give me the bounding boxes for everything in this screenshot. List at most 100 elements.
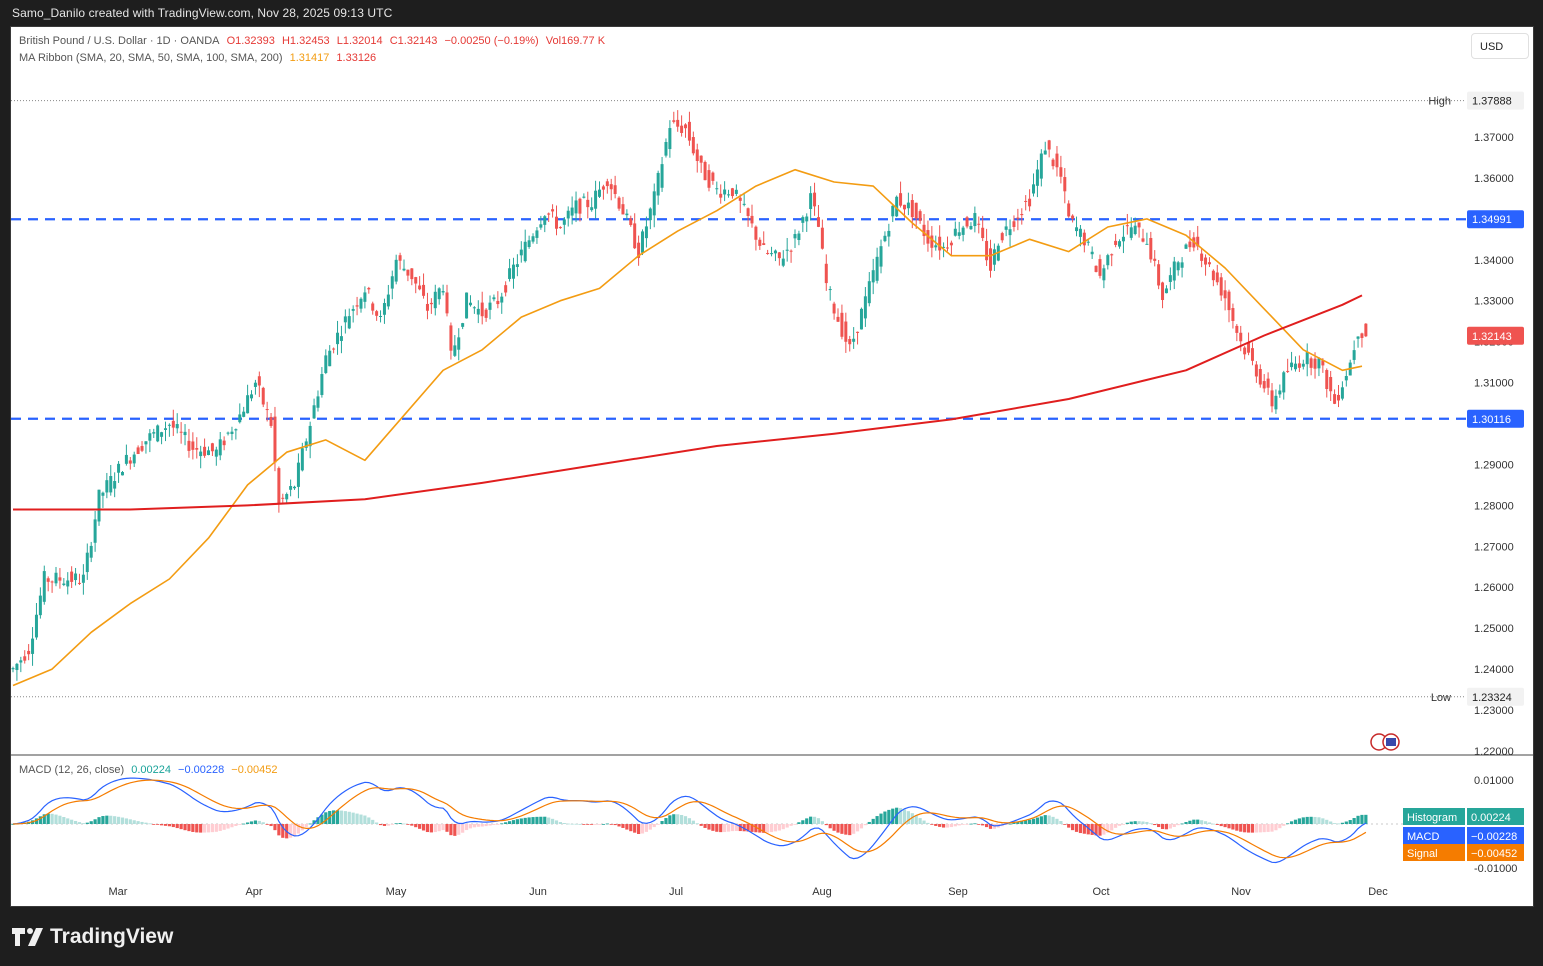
- candle-body: [1223, 290, 1227, 299]
- candle: [820, 219, 824, 250]
- candle: [27, 644, 31, 661]
- candle: [644, 216, 648, 248]
- candle: [641, 229, 645, 256]
- candle-body: [1032, 184, 1036, 194]
- candle: [433, 284, 437, 316]
- histogram-bar: [1282, 824, 1286, 826]
- candle-body: [985, 240, 989, 261]
- candle: [1219, 273, 1223, 301]
- candle: [1231, 303, 1235, 329]
- candle: [1278, 384, 1282, 398]
- symbol-name: British Pound / U.S. Dollar · 1D · OANDA: [19, 35, 220, 47]
- high-tag-value: 1.37888: [1472, 96, 1512, 108]
- histogram-bar: [234, 824, 238, 826]
- candle: [70, 566, 74, 588]
- histogram-bar: [371, 819, 375, 824]
- candle: [1000, 231, 1004, 243]
- histogram-bar: [1336, 823, 1341, 825]
- candle: [484, 308, 488, 322]
- candle-body: [844, 321, 848, 342]
- candle-body: [1282, 372, 1286, 393]
- histogram-bar: [601, 823, 606, 825]
- histogram-bar: [1059, 821, 1063, 824]
- candle-body: [183, 431, 187, 436]
- candle-body: [54, 572, 58, 584]
- histogram-bar: [1207, 822, 1212, 824]
- histogram-bar: [433, 824, 437, 833]
- candle-body: [191, 441, 195, 450]
- candle-body: [461, 323, 465, 327]
- candle: [582, 193, 586, 199]
- candle-body: [1071, 215, 1075, 219]
- candle: [386, 284, 390, 310]
- candle: [1141, 228, 1145, 243]
- candle: [324, 349, 328, 375]
- candle: [621, 196, 625, 215]
- histogram-bar: [507, 821, 512, 824]
- candle-body: [1024, 200, 1028, 202]
- candle: [124, 444, 128, 466]
- y-tick-label: 1.23000: [1474, 705, 1514, 717]
- candle-body: [875, 256, 879, 281]
- candle: [1012, 215, 1016, 232]
- candle: [492, 294, 496, 302]
- candle-body: [914, 202, 918, 219]
- candle: [1129, 217, 1133, 241]
- candle-body: [879, 246, 883, 267]
- candle: [668, 120, 672, 158]
- candle: [339, 325, 343, 354]
- currency-button[interactable]: USD: [1471, 33, 1529, 59]
- candle-body: [250, 394, 254, 399]
- candle-body: [203, 446, 207, 456]
- histogram-bar: [805, 818, 809, 824]
- histogram-bar: [355, 813, 359, 824]
- candle-body: [899, 193, 903, 206]
- candle: [476, 300, 480, 324]
- histogram-bar: [562, 823, 566, 824]
- candle-body: [195, 448, 199, 450]
- histogram-bar: [1321, 818, 1325, 824]
- candle-body: [953, 228, 957, 236]
- candle: [1067, 200, 1071, 218]
- candle-body: [1149, 238, 1153, 260]
- histogram-bar: [531, 817, 535, 824]
- histogram-bar: [179, 824, 183, 830]
- candle-body: [566, 210, 570, 219]
- chart-frame[interactable]: 1.370001.360001.350001.340001.330001.320…: [10, 26, 1534, 907]
- candle-body: [789, 250, 793, 252]
- candle: [42, 565, 46, 605]
- candle-body: [46, 578, 50, 582]
- histogram-bar: [1043, 815, 1047, 824]
- candle: [394, 254, 398, 285]
- candle: [296, 453, 300, 499]
- price-chart[interactable]: 1.370001.360001.350001.340001.330001.320…: [11, 27, 1533, 906]
- candle: [852, 327, 856, 349]
- candle: [160, 431, 164, 445]
- x-tick-label: Apr: [245, 886, 262, 898]
- candle-body: [684, 124, 688, 129]
- histogram-bar: [1246, 824, 1251, 833]
- candle-body: [781, 258, 785, 266]
- candle: [89, 541, 93, 563]
- histogram-bar: [1012, 822, 1016, 824]
- histogram-bar: [1215, 824, 1219, 825]
- histogram-bar: [132, 820, 136, 824]
- candle-body: [1110, 254, 1114, 256]
- histogram-bar: [1074, 824, 1079, 832]
- candle-body: [515, 264, 519, 267]
- histogram-bar: [1344, 821, 1348, 824]
- candle: [97, 489, 101, 526]
- histogram-bar: [77, 822, 82, 824]
- candle-body: [296, 462, 300, 487]
- candle-body: [1325, 370, 1329, 390]
- histogram-bar: [1254, 824, 1258, 833]
- candle: [797, 230, 801, 246]
- macd-tag-value-box: [1467, 827, 1524, 844]
- candle: [558, 226, 562, 229]
- candle-body: [402, 268, 406, 271]
- candle: [1266, 372, 1270, 395]
- candle-body: [1129, 227, 1133, 238]
- candle-body: [1184, 244, 1188, 249]
- histogram-bar: [206, 824, 211, 833]
- candle-body: [148, 433, 152, 441]
